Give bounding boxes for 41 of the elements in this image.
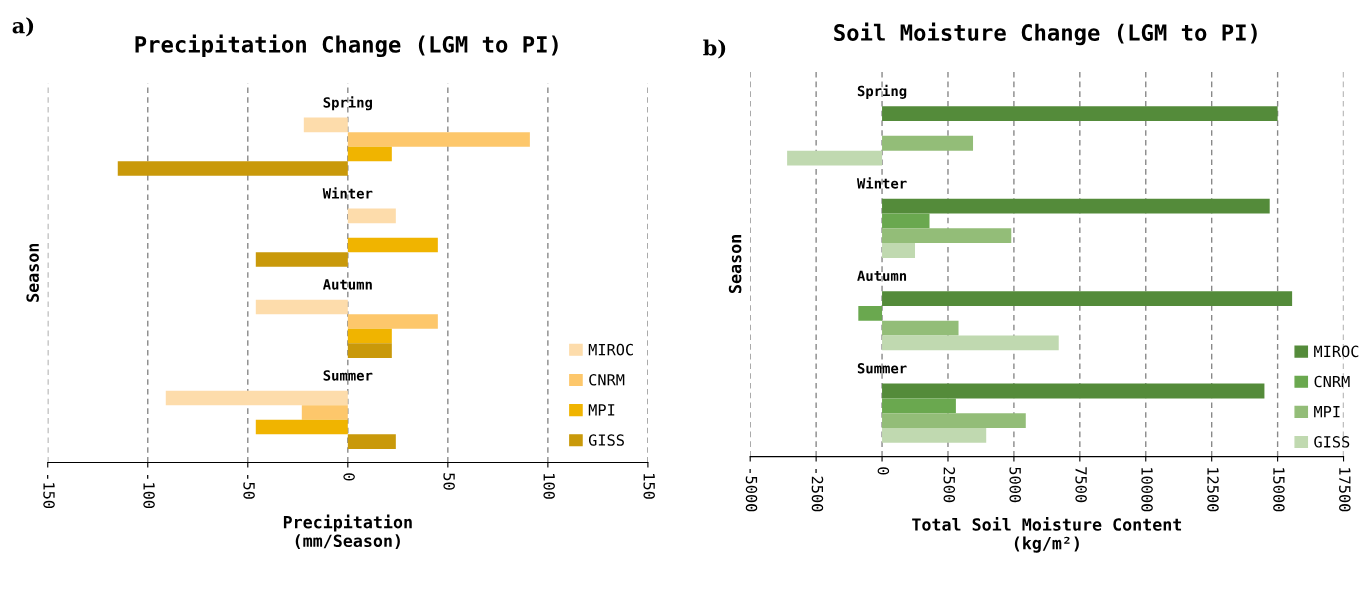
x-tick-label: 150: [643, 474, 655, 499]
chart-title: Soil Moisture Change (LGM to PI): [834, 22, 1257, 46]
x-axis-title: Precipitation (mm/Season): [283, 514, 412, 550]
x-axis-title: Total Soil Moisture Content (kg/m²): [912, 516, 1182, 553]
legend-label: MPI: [1314, 406, 1340, 418]
legend-label: MPI: [588, 404, 615, 416]
y-tick-label: Autumn: [322, 279, 372, 290]
legend-label: GISS: [588, 434, 624, 446]
x-tick-label: 17500: [1339, 468, 1351, 512]
x-tick-label: -2500: [811, 468, 824, 512]
x-tick-label: 0: [343, 473, 355, 481]
x-tick-label: 15000: [1273, 468, 1285, 512]
y-tick-label: Summer: [857, 363, 907, 374]
x-tick-label: -100: [143, 474, 155, 509]
y-tick-label: Winter: [856, 177, 907, 189]
chart-title: Precipitation Change (LGM to PI): [135, 34, 558, 58]
x-tick-label: 7500: [1075, 467, 1087, 503]
x-tick-label: 2500: [943, 467, 956, 503]
y-axis-title: Season: [728, 235, 742, 293]
y-tick-label: Spring: [857, 84, 907, 99]
x-tick-label: 0: [877, 467, 890, 475]
x-tick-label: 50: [443, 473, 455, 490]
x-tick-label: 5000: [1009, 467, 1021, 503]
legend-label: MIROC: [1314, 345, 1359, 358]
x-tick-label: -50: [243, 474, 255, 499]
text: b): [703, 39, 726, 59]
text: a): [12, 17, 34, 37]
y-axis-title: Season: [26, 243, 39, 302]
x-tick-label: 12500: [1207, 468, 1219, 512]
y-tick-label: Winter: [322, 187, 373, 199]
x-tick-label: 10000: [1141, 468, 1153, 512]
legend-label: CNRM: [1314, 375, 1350, 388]
y-tick-label: Summer: [323, 370, 373, 381]
x-tick-label: -5000: [745, 468, 758, 512]
y-tick-label: Spring: [323, 96, 372, 111]
y-tick-label: Autumn: [857, 270, 907, 282]
legend-label: GISS: [1314, 436, 1350, 448]
x-tick-label: -150: [43, 474, 55, 509]
legend-label: CNRM: [589, 373, 625, 386]
x-tick-label: 100: [543, 474, 555, 499]
legend-label: MIROC: [588, 343, 633, 356]
